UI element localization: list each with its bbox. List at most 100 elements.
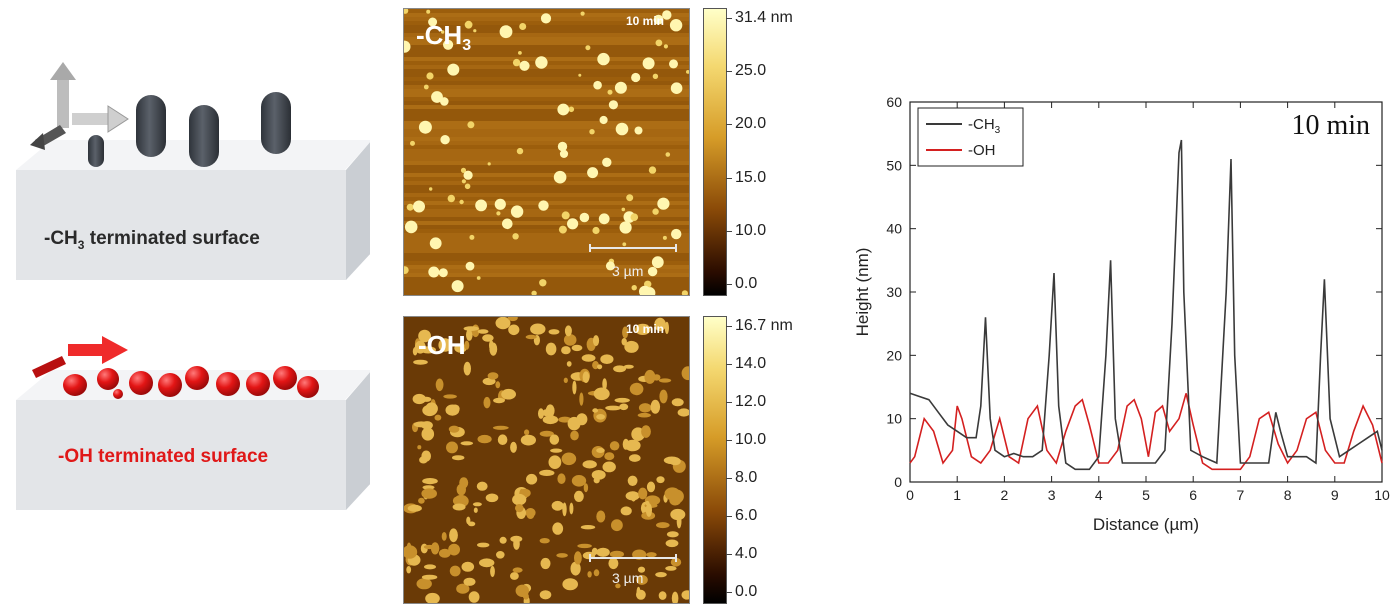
afm-oh-colorbar-tick xyxy=(726,402,732,403)
afm-ch3-scanline xyxy=(404,113,689,117)
afm-ch3-island xyxy=(631,285,637,291)
afm-oh-island xyxy=(495,381,501,389)
afm-ch3-scanline xyxy=(404,121,689,125)
afm-oh-island xyxy=(593,569,600,577)
height-profile-chart: 0 1 2 3 4 5 6 7 8 9 10 0 10 20 30 40 50 60 Distance (µm) He… xyxy=(853,94,1390,534)
afm-oh-island xyxy=(477,542,490,548)
afm-oh-island xyxy=(419,456,428,464)
afm-ch3-scanline xyxy=(404,73,689,77)
y-tick-label: 30 xyxy=(886,284,902,300)
afm-oh-island xyxy=(441,532,447,541)
afm-oh-island xyxy=(627,475,638,486)
afm-oh-island xyxy=(567,416,581,431)
afm-ch3-island xyxy=(561,211,570,220)
afm-ch3-colorbar-tick xyxy=(726,124,732,126)
afm-oh-island xyxy=(524,429,530,436)
afm-ch3-scanline xyxy=(404,145,689,149)
afm-ch3-scanline xyxy=(404,225,689,229)
afm-oh-island xyxy=(467,521,476,527)
afm-ch3-scanline xyxy=(404,265,689,269)
afm-oh-island xyxy=(538,408,544,419)
afm-oh-island xyxy=(463,326,479,331)
afm-ch3-island xyxy=(669,19,683,32)
afm-oh-island xyxy=(510,535,523,543)
afm-ch3-scanline xyxy=(404,69,689,73)
afm-oh-island xyxy=(492,425,509,430)
afm-oh-island xyxy=(629,382,644,396)
afm-ch3-colorbar-label: 31.4 nm xyxy=(735,9,793,26)
x-tick-label: 2 xyxy=(1001,487,1009,503)
afm-oh-island xyxy=(681,366,689,381)
afm-ch3-island xyxy=(531,290,537,295)
afm-ch3-island xyxy=(443,39,454,50)
afm-oh-island xyxy=(526,473,538,485)
afm-ch3-scanline xyxy=(404,81,689,85)
afm-oh-island xyxy=(479,558,495,568)
x-tick-label: 10 xyxy=(1374,487,1390,503)
afm-ch3-scale-label: 3 µm xyxy=(612,263,644,279)
afm-oh-island xyxy=(658,378,672,383)
series-line-oh xyxy=(909,393,1383,471)
afm-oh-island xyxy=(556,553,568,558)
afm-oh-island xyxy=(644,369,656,384)
afm-ch3-island xyxy=(423,84,429,90)
afm-oh-island xyxy=(582,460,597,469)
x-tick-label: 0 xyxy=(906,487,914,503)
afm-ch3-scanline xyxy=(404,137,689,141)
afm-oh-island xyxy=(552,522,564,535)
afm-oh-island xyxy=(407,504,422,512)
afm-oh-island xyxy=(562,578,578,591)
y-tick-label: 0 xyxy=(894,474,902,490)
afm-oh-colorbar-tick xyxy=(726,440,732,441)
afm-oh-island xyxy=(551,500,564,511)
afm-oh-island xyxy=(592,335,600,347)
afm-oh-scale-label: 3 µm xyxy=(612,570,644,586)
afm-oh-island xyxy=(477,329,489,334)
afm-ch3-island xyxy=(639,285,651,295)
afm-ch3-island xyxy=(502,218,513,230)
afm-oh-island xyxy=(406,566,412,574)
afm-oh-island xyxy=(655,572,667,578)
afm-ch3-scalebar-tick xyxy=(589,244,591,252)
y-tick-label: 50 xyxy=(886,157,902,173)
afm-ch3-island xyxy=(431,91,443,103)
afm-ch3-scanline xyxy=(404,293,689,295)
afm-oh-island xyxy=(570,561,581,576)
x-tick-label: 8 xyxy=(1284,487,1292,503)
afm-ch3-scanline xyxy=(404,285,689,289)
afm-ch3-island xyxy=(648,166,657,174)
afm-ch3-colorbar-label: 25.0 xyxy=(735,62,767,80)
afm-oh-island xyxy=(677,408,689,417)
afm-oh-island xyxy=(641,425,651,438)
afm-ch3-scanline xyxy=(404,141,689,145)
afm-oh-island xyxy=(636,574,648,585)
afm-oh-island xyxy=(571,344,583,352)
afm-ch3-scanline xyxy=(404,77,689,81)
afm-ch3-scanline xyxy=(404,241,689,245)
afm-ch3-island xyxy=(463,170,473,180)
afm-oh-island xyxy=(463,361,471,376)
afm-ch3-island xyxy=(657,197,670,210)
afm-oh-island xyxy=(609,550,624,558)
afm-ch3-colorbar-tick xyxy=(726,71,732,73)
afm-oh-island xyxy=(671,398,684,407)
afm-ch3-colorbar-label: 0.0 xyxy=(735,275,758,292)
chart-annotation: 10 min xyxy=(1291,110,1370,141)
afm-ch3-island xyxy=(642,57,655,70)
afm-oh-island xyxy=(438,338,452,352)
afm-oh-island xyxy=(550,448,563,453)
afm-oh-island xyxy=(418,497,425,504)
afm-ch3-island xyxy=(467,121,475,129)
afm-ch3-scanline xyxy=(404,177,689,181)
afm-oh-island xyxy=(635,323,651,335)
afm-ch3-island xyxy=(626,194,634,202)
afm-oh-colorbar-label: 10.0 xyxy=(735,431,767,448)
afm-oh-island xyxy=(602,461,616,473)
afm-oh-island xyxy=(592,408,599,413)
afm-oh-colorbar-tick xyxy=(726,478,732,479)
afm-ch3-island xyxy=(447,63,460,76)
afm-oh-island xyxy=(499,536,507,544)
afm-oh-island xyxy=(421,488,437,499)
afm-oh-island xyxy=(468,591,480,603)
afm-oh-island xyxy=(574,490,584,502)
